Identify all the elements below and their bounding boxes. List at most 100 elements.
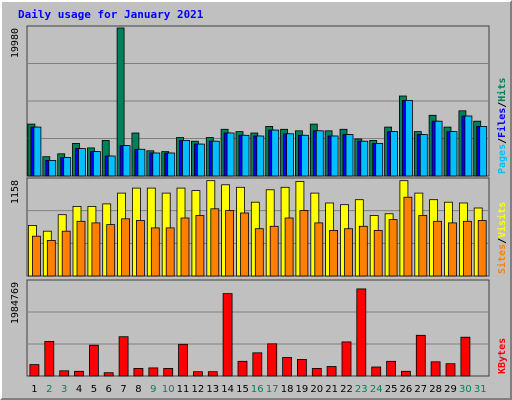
x-tick-day-20: 20 xyxy=(310,384,323,395)
sites-bar-day-15 xyxy=(240,212,249,277)
chart-title: Daily usage for January 2021 xyxy=(18,8,204,21)
pages-bar-day-6 xyxy=(107,155,116,177)
pages-files-hits-legend: Pages/Files/Hits xyxy=(496,78,508,174)
x-tick-day-13: 13 xyxy=(206,384,219,395)
pages-bar-day-23 xyxy=(360,140,369,177)
y-max-label: 1984769 xyxy=(10,282,21,324)
x-tick-day-17: 17 xyxy=(266,384,279,395)
kbytes-bar-day-7 xyxy=(118,336,129,377)
pages-bar-day-15 xyxy=(241,134,250,177)
kbytes-bar-day-30 xyxy=(460,336,471,377)
x-tick-day-19: 19 xyxy=(296,384,309,395)
kbytes-bar-day-2 xyxy=(44,340,55,377)
sites-bar-day-1 xyxy=(32,235,41,277)
kbytes-bar-day-5 xyxy=(89,344,99,377)
sites-bar-day-3 xyxy=(61,230,71,277)
pages-bar-day-28 xyxy=(434,120,443,177)
pages-bar-day-12 xyxy=(196,143,205,177)
x-tick-day-8: 8 xyxy=(135,384,141,395)
sites-bar-day-13 xyxy=(210,208,220,277)
pages-bar-day-30 xyxy=(464,115,473,177)
kbytes-bar-day-17 xyxy=(267,343,278,377)
x-tick-day-9: 9 xyxy=(150,384,156,395)
x-tick-day-27: 27 xyxy=(414,384,427,395)
sites-bar-day-17 xyxy=(269,225,279,277)
kbytes-bar-day-14 xyxy=(222,293,233,377)
x-tick-day-10: 10 xyxy=(162,384,175,395)
sites-bar-day-19 xyxy=(299,210,309,277)
x-tick-day-12: 12 xyxy=(192,384,205,395)
x-tick-day-1: 1 xyxy=(31,384,37,395)
pages-bar-day-22 xyxy=(345,134,354,177)
kbytes-bar-day-22 xyxy=(341,341,352,377)
pages-bar-day-3 xyxy=(63,157,72,177)
pages-bar-day-16 xyxy=(256,135,265,177)
sites-bar-day-10 xyxy=(165,227,175,277)
y-max-label: 1158 xyxy=(10,180,21,204)
x-tick-day-22: 22 xyxy=(340,384,353,395)
kbytes-legend: KBytes xyxy=(497,338,508,374)
sites-bar-day-20 xyxy=(314,222,324,277)
kbytes-bar-day-23 xyxy=(356,288,367,377)
pages-bar-day-27 xyxy=(419,134,428,177)
x-tick-day-6: 6 xyxy=(106,384,112,395)
kbytes-bar-day-11 xyxy=(178,343,188,377)
kbytes-bar-day-27 xyxy=(415,334,426,377)
sites-bar-day-26 xyxy=(403,196,413,277)
kbytes-bar-day-20 xyxy=(311,367,322,377)
x-tick-day-14: 14 xyxy=(221,384,234,395)
kbytes-bar-day-6 xyxy=(103,372,114,377)
pages-bar-day-19 xyxy=(300,134,309,177)
legend-visits: Visits xyxy=(496,202,508,238)
kbytes-bar-day-29 xyxy=(445,363,456,377)
sites-bar-day-29 xyxy=(448,222,457,277)
x-tick-day-18: 18 xyxy=(281,384,294,395)
pages-bar-day-10 xyxy=(167,152,176,177)
sites-bar-day-2 xyxy=(46,239,56,277)
sites-bar-day-12 xyxy=(195,215,205,277)
x-tick-day-30: 30 xyxy=(459,384,472,395)
sites-bar-day-28 xyxy=(433,220,443,277)
sites-bar-day-11 xyxy=(180,217,190,277)
x-tick-day-25: 25 xyxy=(385,384,398,395)
pages-bar-day-24 xyxy=(375,142,384,177)
sites-bar-day-24 xyxy=(373,229,383,277)
kbytes-bar-day-4 xyxy=(74,370,84,377)
legend-hits: Hits xyxy=(496,78,508,102)
pages-bar-day-29 xyxy=(449,131,458,177)
kbytes-bar-day-16 xyxy=(252,352,263,377)
x-tick-day-11: 11 xyxy=(177,384,190,395)
sites-bar-day-14 xyxy=(225,210,235,277)
pages-bar-day-20 xyxy=(315,130,324,177)
kbytes-bar-day-8 xyxy=(133,367,144,377)
kbytes-bar-day-28 xyxy=(430,361,441,377)
kbytes-bar-day-19 xyxy=(296,358,307,377)
sites-bar-day-21 xyxy=(329,229,339,277)
sites-bar-day-18 xyxy=(284,217,294,277)
pages-bar-day-7 xyxy=(122,145,131,177)
x-tick-day-21: 21 xyxy=(325,384,338,395)
x-tick-day-23: 23 xyxy=(355,384,368,395)
sites-bar-day-16 xyxy=(254,228,264,277)
kbytes-bar-day-1 xyxy=(29,364,40,377)
x-tick-day-5: 5 xyxy=(91,384,97,395)
kbytes-bar-day-15 xyxy=(237,360,248,377)
x-tick-day-4: 4 xyxy=(76,384,82,395)
pages-bar-day-25 xyxy=(390,131,399,177)
pages-bar-day-26 xyxy=(404,100,413,177)
sites-bar-day-4 xyxy=(76,220,86,277)
kbytes-bar-day-10 xyxy=(163,367,174,377)
kbytes-bar-day-12 xyxy=(192,371,203,377)
x-tick-day-28: 28 xyxy=(429,384,442,395)
x-tick-day-7: 7 xyxy=(120,384,126,395)
pages-bar-day-1 xyxy=(33,126,42,177)
x-tick-day-16: 16 xyxy=(251,384,264,395)
legend-files: Files xyxy=(496,108,508,138)
sites-bar-day-9 xyxy=(150,227,160,277)
pages-bar-day-9 xyxy=(152,152,161,177)
sites-bar-day-8 xyxy=(135,220,145,277)
kbytes-bar-day-24 xyxy=(371,366,382,377)
legend-pages: Pages xyxy=(497,144,508,174)
y-max-label: 19980 xyxy=(10,28,21,58)
